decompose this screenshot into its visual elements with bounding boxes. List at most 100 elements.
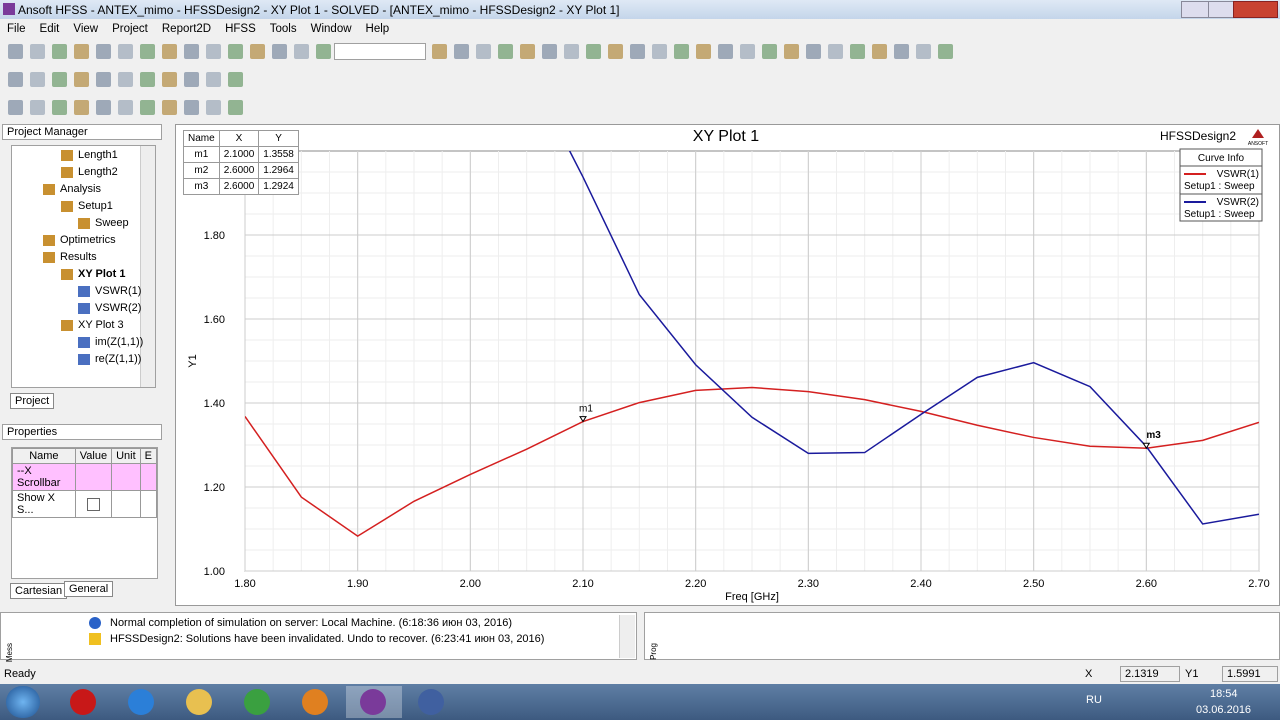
toolbar-icon[interactable] [272,44,287,59]
toolbar-icon[interactable] [162,100,177,115]
clock-time[interactable]: 18:54 [1210,688,1238,700]
toolbar-icon[interactable] [784,44,799,59]
toolbar-icon[interactable] [564,44,579,59]
menu-item[interactable]: File [7,23,26,35]
toolbar-icon[interactable] [184,72,199,87]
menu-item[interactable]: Edit [39,23,60,35]
toolbar-icon[interactable] [316,44,331,59]
tree-item[interactable]: Analysis [60,183,101,195]
tree-item[interactable]: Optimetrics [60,234,116,246]
toolbar-icon[interactable] [718,44,733,59]
tree-item[interactable]: XY Plot 1 [78,268,126,280]
toolbar-icon[interactable] [96,100,111,115]
tree-item[interactable]: Sweep [95,217,129,229]
toolbar-icon[interactable] [454,44,469,59]
toolbar-icon[interactable] [162,44,177,59]
toolbar-icon[interactable] [30,72,45,87]
language[interactable]: RU [1086,694,1102,706]
toolbar-icon[interactable] [228,100,243,115]
toolbar-icon[interactable] [96,72,111,87]
toolbar-icon[interactable] [206,100,221,115]
tree-item[interactable]: Length2 [78,166,118,178]
toolbar-icon[interactable] [476,44,491,59]
toolbar-icon[interactable] [8,72,23,87]
taskbar-app[interactable] [172,686,228,718]
toolbar-icon[interactable] [228,44,243,59]
menu-item[interactable]: View [73,23,99,35]
toolbar-icon[interactable] [184,44,199,59]
toolbar-icon[interactable] [938,44,953,59]
toolbar-icon[interactable] [250,44,265,59]
toolbar-icon[interactable] [294,44,309,59]
tab[interactable]: Project [10,393,55,409]
toolbar-icon[interactable] [674,44,689,59]
toolbar-icon[interactable] [30,100,45,115]
tree-item[interactable]: VSWR(2) [95,302,142,314]
toolbar-icon[interactable] [96,44,111,59]
tree-item[interactable]: Results [60,251,97,263]
toolbar-icon[interactable] [432,44,447,59]
toolbar-icon[interactable] [206,72,221,87]
combo-box[interactable] [334,43,426,60]
toolbar-icon[interactable] [140,72,155,87]
toolbar-icon[interactable] [696,44,711,59]
maximize-button[interactable] [1208,1,1234,18]
toolbar-icon[interactable] [52,72,67,87]
minimize-button[interactable] [1181,1,1209,18]
taskbar-app[interactable] [56,686,112,718]
toolbar-icon[interactable] [916,44,931,59]
toolbar-icon[interactable] [118,44,133,59]
scrollbar[interactable] [140,146,155,387]
toolbar-icon[interactable] [140,44,155,59]
taskbar-app[interactable] [346,686,402,718]
toolbar-icon[interactable] [542,44,557,59]
menu-item[interactable]: HFSS [225,23,256,35]
tree-item[interactable]: Length1 [78,149,118,161]
menu-item[interactable]: Tools [269,23,297,35]
toolbar-icon[interactable] [8,44,23,59]
toolbar-icon[interactable] [162,72,177,87]
toolbar-icon[interactable] [118,100,133,115]
tree-item[interactable]: re(Z(1,1)) [95,353,142,365]
toolbar-icon[interactable] [850,44,865,59]
toolbar-icon[interactable] [30,44,45,59]
toolbar-icon[interactable] [184,100,199,115]
toolbar-icon[interactable] [52,44,67,59]
toolbar-icon[interactable] [74,72,89,87]
start-button[interactable] [6,686,40,718]
toolbar-icon[interactable] [8,100,23,115]
toolbar-icon[interactable] [118,72,133,87]
tree-item[interactable]: Setup1 [78,200,113,212]
toolbar-icon[interactable] [608,44,623,59]
toolbar-icon[interactable] [872,44,887,59]
taskbar-app[interactable] [404,686,460,718]
toolbar-icon[interactable] [140,100,155,115]
toolbar-icon[interactable] [762,44,777,59]
toolbar-icon[interactable] [894,44,909,59]
menu-item[interactable]: Report2D [161,23,212,35]
clock-date[interactable]: 03.06.2016 [1196,704,1252,716]
toolbar-icon[interactable] [828,44,843,59]
toolbar-icon[interactable] [652,44,667,59]
toolbar-icon[interactable] [206,44,221,59]
toolbar-icon[interactable] [52,100,67,115]
toolbar-icon[interactable] [228,72,243,87]
menu-item[interactable]: Help [365,23,390,35]
toolbar-icon[interactable] [74,100,89,115]
scrollbar[interactable] [619,615,635,658]
taskbar-app[interactable] [114,686,170,718]
close-button[interactable] [1233,1,1278,18]
taskbar-app[interactable] [288,686,344,718]
tab[interactable]: Cartesian [10,583,68,599]
toolbar-icon[interactable] [586,44,601,59]
toolbar-icon[interactable] [806,44,821,59]
toolbar-icon[interactable] [520,44,535,59]
toolbar-icon[interactable] [740,44,755,59]
tab[interactable]: General [64,581,114,597]
taskbar-app[interactable] [230,686,286,718]
menu-item[interactable]: Project [112,23,148,35]
toolbar-icon[interactable] [630,44,645,59]
tree-item[interactable]: VSWR(1) [95,285,142,297]
toolbar-icon[interactable] [74,44,89,59]
tree-item[interactable]: im(Z(1,1)) [95,336,144,348]
